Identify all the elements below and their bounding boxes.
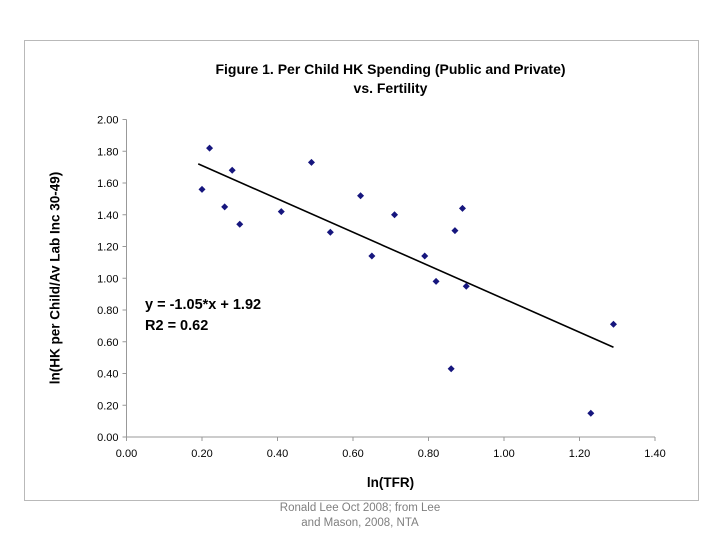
y-tick-label: 1.40 [97, 210, 118, 222]
y-tick-label: 1.80 [97, 146, 118, 158]
data-point [236, 220, 244, 228]
data-point [458, 204, 466, 212]
trendline-equation: y = -1.05*x + 1.92 R2 = 0.62 [145, 295, 261, 337]
x-tick-label: 0.40 [267, 448, 288, 460]
data-point [277, 208, 285, 216]
trend-line [197, 163, 614, 348]
x-tick-label: 0.60 [342, 448, 363, 460]
data-point [368, 252, 376, 260]
data-point [391, 211, 399, 219]
y-tick-label: 1.20 [97, 242, 118, 254]
y-tick-label: 2.00 [97, 115, 118, 127]
data-point [451, 227, 459, 235]
x-tick-label: 1.00 [493, 448, 514, 460]
x-tick-label: 1.40 [644, 448, 665, 460]
data-point [326, 228, 334, 236]
chart-title-line1: Figure 1. Per Child HK Spending (Public … [215, 61, 566, 77]
r-squared-line: R2 = 0.62 [145, 318, 209, 334]
source-caption: Ronald Lee Oct 2008; from Lee and Mason,… [0, 501, 720, 531]
y-tick-label: 0.60 [97, 337, 118, 349]
data-point [206, 144, 214, 152]
chart-frame [24, 40, 699, 501]
data-point [421, 252, 429, 260]
y-tick-label: 1.00 [97, 273, 118, 285]
x-tick-label: 0.00 [116, 448, 137, 460]
data-point [587, 409, 595, 417]
chart-title: Figure 1. Per Child HK Spending (Public … [126, 60, 655, 98]
y-tick-label: 0.00 [97, 432, 118, 444]
data-point [307, 158, 315, 166]
y-tick-label: 0.40 [97, 369, 118, 381]
x-tick-label: 0.20 [191, 448, 212, 460]
caption-line2: and Mason, 2008, NTA [301, 517, 419, 529]
data-point [447, 365, 455, 373]
equation-line: y = -1.05*x + 1.92 [145, 297, 262, 313]
y-tick-label: 0.80 [97, 305, 118, 317]
data-point [432, 277, 440, 285]
data-point [462, 282, 470, 290]
y-axis-title: ln(HK per Child/Av Lab Inc 30-49) [47, 171, 63, 385]
data-point [228, 166, 236, 174]
y-tick-label: 1.60 [97, 178, 118, 190]
data-point [357, 192, 365, 200]
x-tick-label: 1.20 [569, 448, 590, 460]
x-tick-label: 0.80 [418, 448, 439, 460]
chart-title-line2: vs. Fertility [353, 80, 428, 96]
x-axis-title: ln(TFR) [366, 475, 415, 490]
caption-line1: Ronald Lee Oct 2008; from Lee [279, 502, 441, 514]
data-point [198, 185, 206, 193]
data-point [221, 203, 229, 211]
data-point [609, 320, 617, 328]
y-tick-label: 0.20 [97, 400, 118, 412]
